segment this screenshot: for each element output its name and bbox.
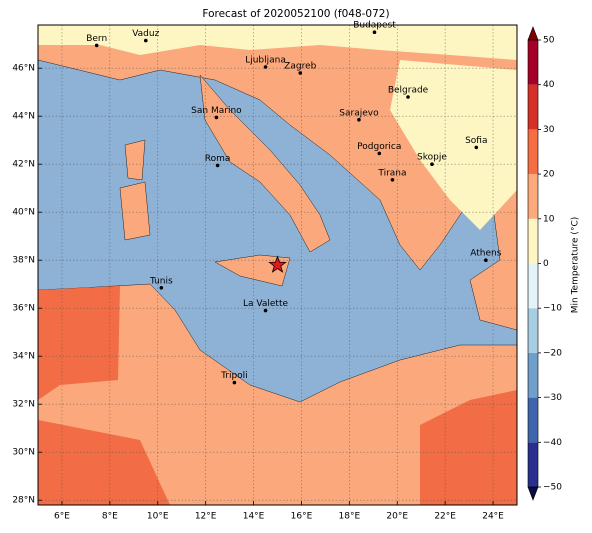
city-dot bbox=[474, 145, 479, 150]
colorbar-bin bbox=[528, 129, 538, 175]
y-tick-label: 44°N bbox=[12, 112, 35, 122]
city-dot bbox=[263, 308, 268, 313]
city-label: Podgorica bbox=[357, 142, 401, 152]
y-tick-label: 38°N bbox=[12, 256, 35, 266]
city-dot bbox=[263, 65, 268, 69]
colorbar-tick-label: 50 bbox=[543, 36, 555, 46]
x-tick-label: 8°E bbox=[102, 512, 118, 522]
city-dot bbox=[484, 258, 488, 263]
city-label: La Valette bbox=[243, 299, 288, 309]
city-dot bbox=[94, 43, 99, 48]
x-tick-label: 16°E bbox=[291, 512, 313, 522]
colorbar-extend-under bbox=[527, 486, 539, 501]
x-tick-label: 20°E bbox=[386, 512, 408, 522]
colorbar-bin bbox=[528, 442, 538, 487]
colorbar-bin bbox=[528, 352, 538, 398]
city-label: Tirana bbox=[377, 168, 406, 178]
colorbar-bin bbox=[528, 84, 538, 130]
colorbar-bin bbox=[528, 218, 538, 264]
x-tick-label: 24°E bbox=[482, 512, 504, 522]
city-label: Roma bbox=[205, 154, 231, 164]
x-tick-label: 6°E bbox=[54, 512, 70, 522]
colorbar-label: Min Temperature (°C) bbox=[571, 217, 581, 314]
city-label: Tunis bbox=[149, 276, 173, 286]
colorbar-tick-label: 0 bbox=[543, 259, 549, 269]
colorbar-tick-label: −30 bbox=[543, 393, 562, 403]
colorbar-tick-label: 40 bbox=[543, 80, 555, 90]
colorbar-tick-label: −20 bbox=[543, 348, 562, 358]
city-dot bbox=[159, 286, 164, 290]
city-label: Sofia bbox=[465, 136, 487, 146]
city-dot bbox=[232, 380, 237, 385]
colorbar-tick-label: 30 bbox=[543, 125, 555, 135]
city-dot bbox=[406, 95, 410, 99]
colorbar-tick-label: −50 bbox=[543, 483, 562, 493]
x-tick-label: 10°E bbox=[147, 512, 169, 522]
city-dot bbox=[215, 163, 220, 168]
colorbar-bin bbox=[528, 308, 538, 353]
city-dot bbox=[214, 115, 219, 120]
city-label: Tripoli bbox=[220, 371, 248, 381]
y-tick-label: 32°N bbox=[12, 400, 35, 410]
city-dot bbox=[143, 38, 148, 43]
city-dot bbox=[390, 178, 395, 182]
y-tick-label: 46°N bbox=[12, 64, 35, 74]
city-label: Athens bbox=[470, 249, 501, 259]
city-label: Bern bbox=[86, 34, 107, 44]
marker-star bbox=[268, 255, 287, 273]
colorbar-bin bbox=[528, 397, 538, 443]
x-tick-label: 14°E bbox=[243, 512, 265, 522]
y-tick-label: 42°N bbox=[12, 160, 35, 170]
x-tick-label: 12°E bbox=[195, 512, 217, 522]
city-dot bbox=[377, 151, 382, 156]
colorbar-bin bbox=[528, 174, 538, 219]
city-label: Budapest bbox=[353, 21, 396, 31]
colorbar-tick-label: −10 bbox=[543, 304, 562, 314]
city-label: Ljubljana bbox=[245, 56, 286, 66]
city-label: Skopje bbox=[417, 153, 447, 163]
y-tick-label: 28°N bbox=[12, 496, 35, 506]
city-label: Belgrade bbox=[388, 86, 429, 96]
city-label: San Marino bbox=[191, 106, 242, 116]
city-dot bbox=[357, 118, 361, 122]
colorbar-tick-label: −40 bbox=[543, 438, 562, 448]
y-tick-label: 36°N bbox=[12, 304, 35, 314]
colorbar-tick-label: 10 bbox=[543, 214, 555, 224]
city-dot bbox=[298, 71, 303, 75]
city-dot bbox=[430, 162, 434, 166]
x-tick-label: 22°E bbox=[434, 512, 456, 522]
city-label: Vaduz bbox=[132, 29, 159, 39]
city-dot bbox=[372, 30, 377, 34]
colorbar-extend-over bbox=[527, 26, 539, 41]
city-label: Zagreb bbox=[284, 62, 316, 72]
map-frame bbox=[37, 24, 518, 506]
x-tick-label: 18°E bbox=[339, 512, 361, 522]
colorbar-bin bbox=[528, 40, 538, 85]
city-label: Sarajevo bbox=[339, 108, 379, 118]
y-tick-label: 34°N bbox=[12, 352, 35, 362]
colorbar-bin bbox=[528, 263, 538, 309]
y-tick-label: 30°N bbox=[12, 448, 35, 458]
colorbar-tick-label: 20 bbox=[543, 170, 555, 180]
title: Forecast of 2020052100 (f048-072) bbox=[202, 8, 389, 20]
y-tick-label: 40°N bbox=[12, 208, 35, 218]
